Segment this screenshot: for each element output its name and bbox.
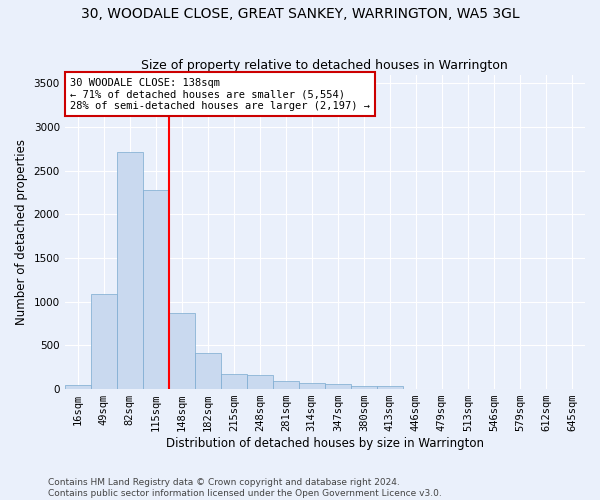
Bar bbox=[143, 190, 169, 389]
Bar bbox=[65, 384, 91, 389]
Bar bbox=[325, 384, 351, 389]
Y-axis label: Number of detached properties: Number of detached properties bbox=[15, 139, 28, 325]
Bar bbox=[377, 386, 403, 389]
Bar bbox=[91, 294, 116, 389]
Text: 30, WOODALE CLOSE, GREAT SANKEY, WARRINGTON, WA5 3GL: 30, WOODALE CLOSE, GREAT SANKEY, WARRING… bbox=[80, 8, 520, 22]
Bar bbox=[247, 375, 273, 389]
Text: Contains HM Land Registry data © Crown copyright and database right 2024.
Contai: Contains HM Land Registry data © Crown c… bbox=[48, 478, 442, 498]
Bar bbox=[169, 313, 195, 389]
Bar bbox=[351, 386, 377, 389]
Bar bbox=[195, 353, 221, 389]
Title: Size of property relative to detached houses in Warrington: Size of property relative to detached ho… bbox=[142, 59, 508, 72]
X-axis label: Distribution of detached houses by size in Warrington: Distribution of detached houses by size … bbox=[166, 437, 484, 450]
Text: 30 WOODALE CLOSE: 138sqm
← 71% of detached houses are smaller (5,554)
28% of sem: 30 WOODALE CLOSE: 138sqm ← 71% of detach… bbox=[70, 78, 370, 111]
Bar bbox=[117, 152, 143, 389]
Bar bbox=[221, 374, 247, 389]
Bar bbox=[299, 384, 325, 389]
Bar bbox=[273, 381, 299, 389]
